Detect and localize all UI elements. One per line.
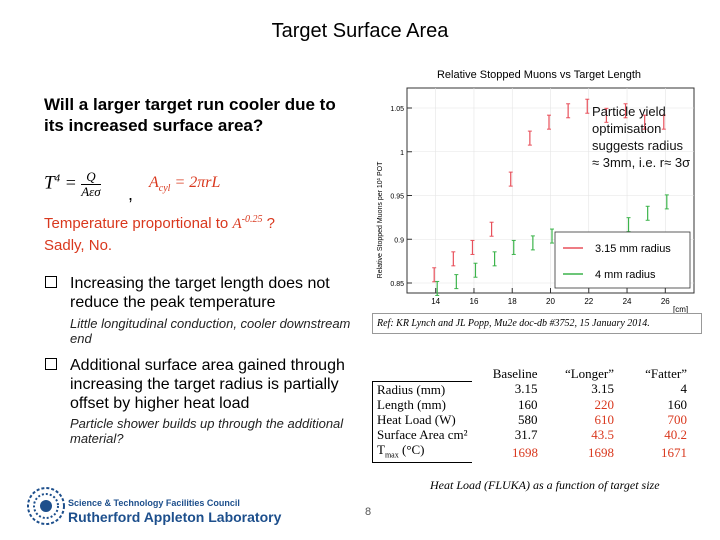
globe-logo-icon xyxy=(27,487,65,525)
data-point xyxy=(473,262,478,278)
row-label: Surface Area cm² xyxy=(371,426,472,442)
data-point xyxy=(489,221,494,237)
y-tick-label: 0.95 xyxy=(390,194,404,201)
chart-annotation: Particle yield optimisation suggests rad… xyxy=(592,104,691,170)
data-point xyxy=(664,194,669,210)
checkbox-bullet-icon xyxy=(45,276,57,288)
table-header-cell: Baseline xyxy=(492,366,538,381)
chart-x-unit-label: [cm] xyxy=(673,305,688,314)
equation-right: Acyl = 2πrL xyxy=(149,174,221,195)
data-point xyxy=(547,114,551,130)
lab-name: Rutherford Appleton Laboratory xyxy=(68,509,282,525)
chart-y-axis-label: Relative Stopped Muons per 10¹ POT xyxy=(377,161,384,278)
chart-title: Relative Stopped Muons vs Target Length xyxy=(437,69,641,81)
table-row: Tmax (°C) 1698 1698 1671 xyxy=(371,441,692,464)
legend-label: 3.15 mm radius xyxy=(595,243,671,255)
row-label: Radius (mm) xyxy=(371,380,472,397)
y-tick-label: 0.9 xyxy=(394,237,404,244)
table-header-cell: “Fatter” xyxy=(645,366,688,381)
bullet-1-main: Increasing the target length does not re… xyxy=(70,275,330,311)
data-point xyxy=(454,274,459,290)
checkbox-bullet-icon xyxy=(45,358,57,370)
cell-fatter: 4 xyxy=(680,381,688,397)
data-point xyxy=(604,107,609,123)
x-tick-label: 22 xyxy=(584,297,593,306)
target-size-table: Baseline “Longer” “Fatter” Radius (mm) 3… xyxy=(371,366,692,464)
cell-baseline: 3.15 xyxy=(514,381,538,397)
cell-longer: 43.5 xyxy=(591,426,615,442)
chart-container: Relative Stopped Muons vs Target Length … xyxy=(370,60,700,325)
sadly-no-text: Sadly, No. xyxy=(44,237,113,254)
equation-separator: , xyxy=(128,184,134,204)
x-tick-label: 16 xyxy=(470,297,479,306)
bullet-2-main: Additional surface area gained through i… xyxy=(70,357,345,412)
data-point xyxy=(527,130,532,146)
cell-longer: 1698 xyxy=(588,444,615,460)
cell-baseline: 160 xyxy=(518,396,538,412)
data-point xyxy=(645,205,650,221)
slide-title: Target Surface Area xyxy=(271,20,449,42)
cell-fatter: 1671 xyxy=(661,444,688,460)
data-point xyxy=(585,98,590,114)
cell-baseline: 580 xyxy=(518,411,538,427)
cell-fatter: 700 xyxy=(667,411,688,427)
y-tick-label: 1.05 xyxy=(390,106,404,113)
data-point xyxy=(435,280,440,296)
table-header-cell: “Longer” xyxy=(564,366,615,381)
stopped-muons-chart: Relative Stopped Muons vs Target Length … xyxy=(377,69,695,314)
cell-fatter: 160 xyxy=(667,396,688,412)
x-tick-label: 18 xyxy=(508,297,517,306)
row-label: Tmax (°C) xyxy=(371,441,472,464)
cell-fatter: 40.2 xyxy=(664,426,688,442)
cell-longer: 220 xyxy=(594,396,615,412)
temperature-line-suffix: ? xyxy=(262,215,275,232)
data-point xyxy=(566,103,571,119)
data-point xyxy=(530,235,535,251)
council-name: Science & Technology Facilities Council xyxy=(68,498,240,508)
x-tick-label: 24 xyxy=(623,297,632,306)
data-point xyxy=(470,239,475,255)
data-point xyxy=(661,114,666,130)
data-point xyxy=(451,251,456,267)
question-text: Will a larger target run cooler due to i… xyxy=(44,95,336,135)
table-row: Length (mm) 160 220 160 xyxy=(371,396,692,412)
table-header-row: Baseline “Longer” “Fatter” xyxy=(373,366,692,381)
legend-box xyxy=(554,231,691,289)
bullet-2-sub: Particle shower builds up through the ad… xyxy=(70,416,344,446)
data-point xyxy=(492,251,497,267)
data-point xyxy=(511,239,516,255)
x-tick-label: 26 xyxy=(661,297,670,306)
row-label: Length (mm) xyxy=(371,396,472,412)
reference-text: Ref: KR Lynch and JL Popp, Mu2e doc-db #… xyxy=(372,313,702,334)
cell-baseline: 31.7 xyxy=(514,426,538,442)
stfc-logo xyxy=(24,484,244,528)
data-point xyxy=(642,114,647,130)
y-tick-label: 0.85 xyxy=(390,281,404,288)
data-point xyxy=(550,228,554,244)
data-point xyxy=(623,103,628,119)
x-tick-label: 20 xyxy=(546,297,555,306)
data-point xyxy=(508,171,513,187)
cell-baseline: 1698 xyxy=(512,444,539,460)
cell-longer: 3.15 xyxy=(591,381,615,397)
table-row: Surface Area cm² 31.7 43.5 40.2 xyxy=(371,426,692,442)
x-tick-label: 14 xyxy=(431,297,440,306)
temperature-line-text: Temperature proportional to xyxy=(44,215,233,232)
page-number: 8 xyxy=(365,506,372,518)
table-row: Radius (mm) 3.15 3.15 4 xyxy=(371,380,692,397)
table-header-cell xyxy=(373,366,472,381)
legend-label: 4 mm radius xyxy=(595,269,656,281)
cell-longer: 610 xyxy=(594,411,615,427)
y-tick-label: 1 xyxy=(400,150,404,157)
bullet-1-sub: Little longitudinal conduction, cooler d… xyxy=(70,316,351,346)
row-label: Heat Load (W) xyxy=(371,411,472,427)
temperature-line: Temperature proportional to A-0.25 ? xyxy=(44,214,275,232)
table-caption: Heat Load (FLUKA) as a function of targe… xyxy=(430,478,660,492)
equation-left: T4 = Q Aεσ xyxy=(44,169,101,199)
table-row: Heat Load (W) 580 610 700 xyxy=(371,411,692,427)
